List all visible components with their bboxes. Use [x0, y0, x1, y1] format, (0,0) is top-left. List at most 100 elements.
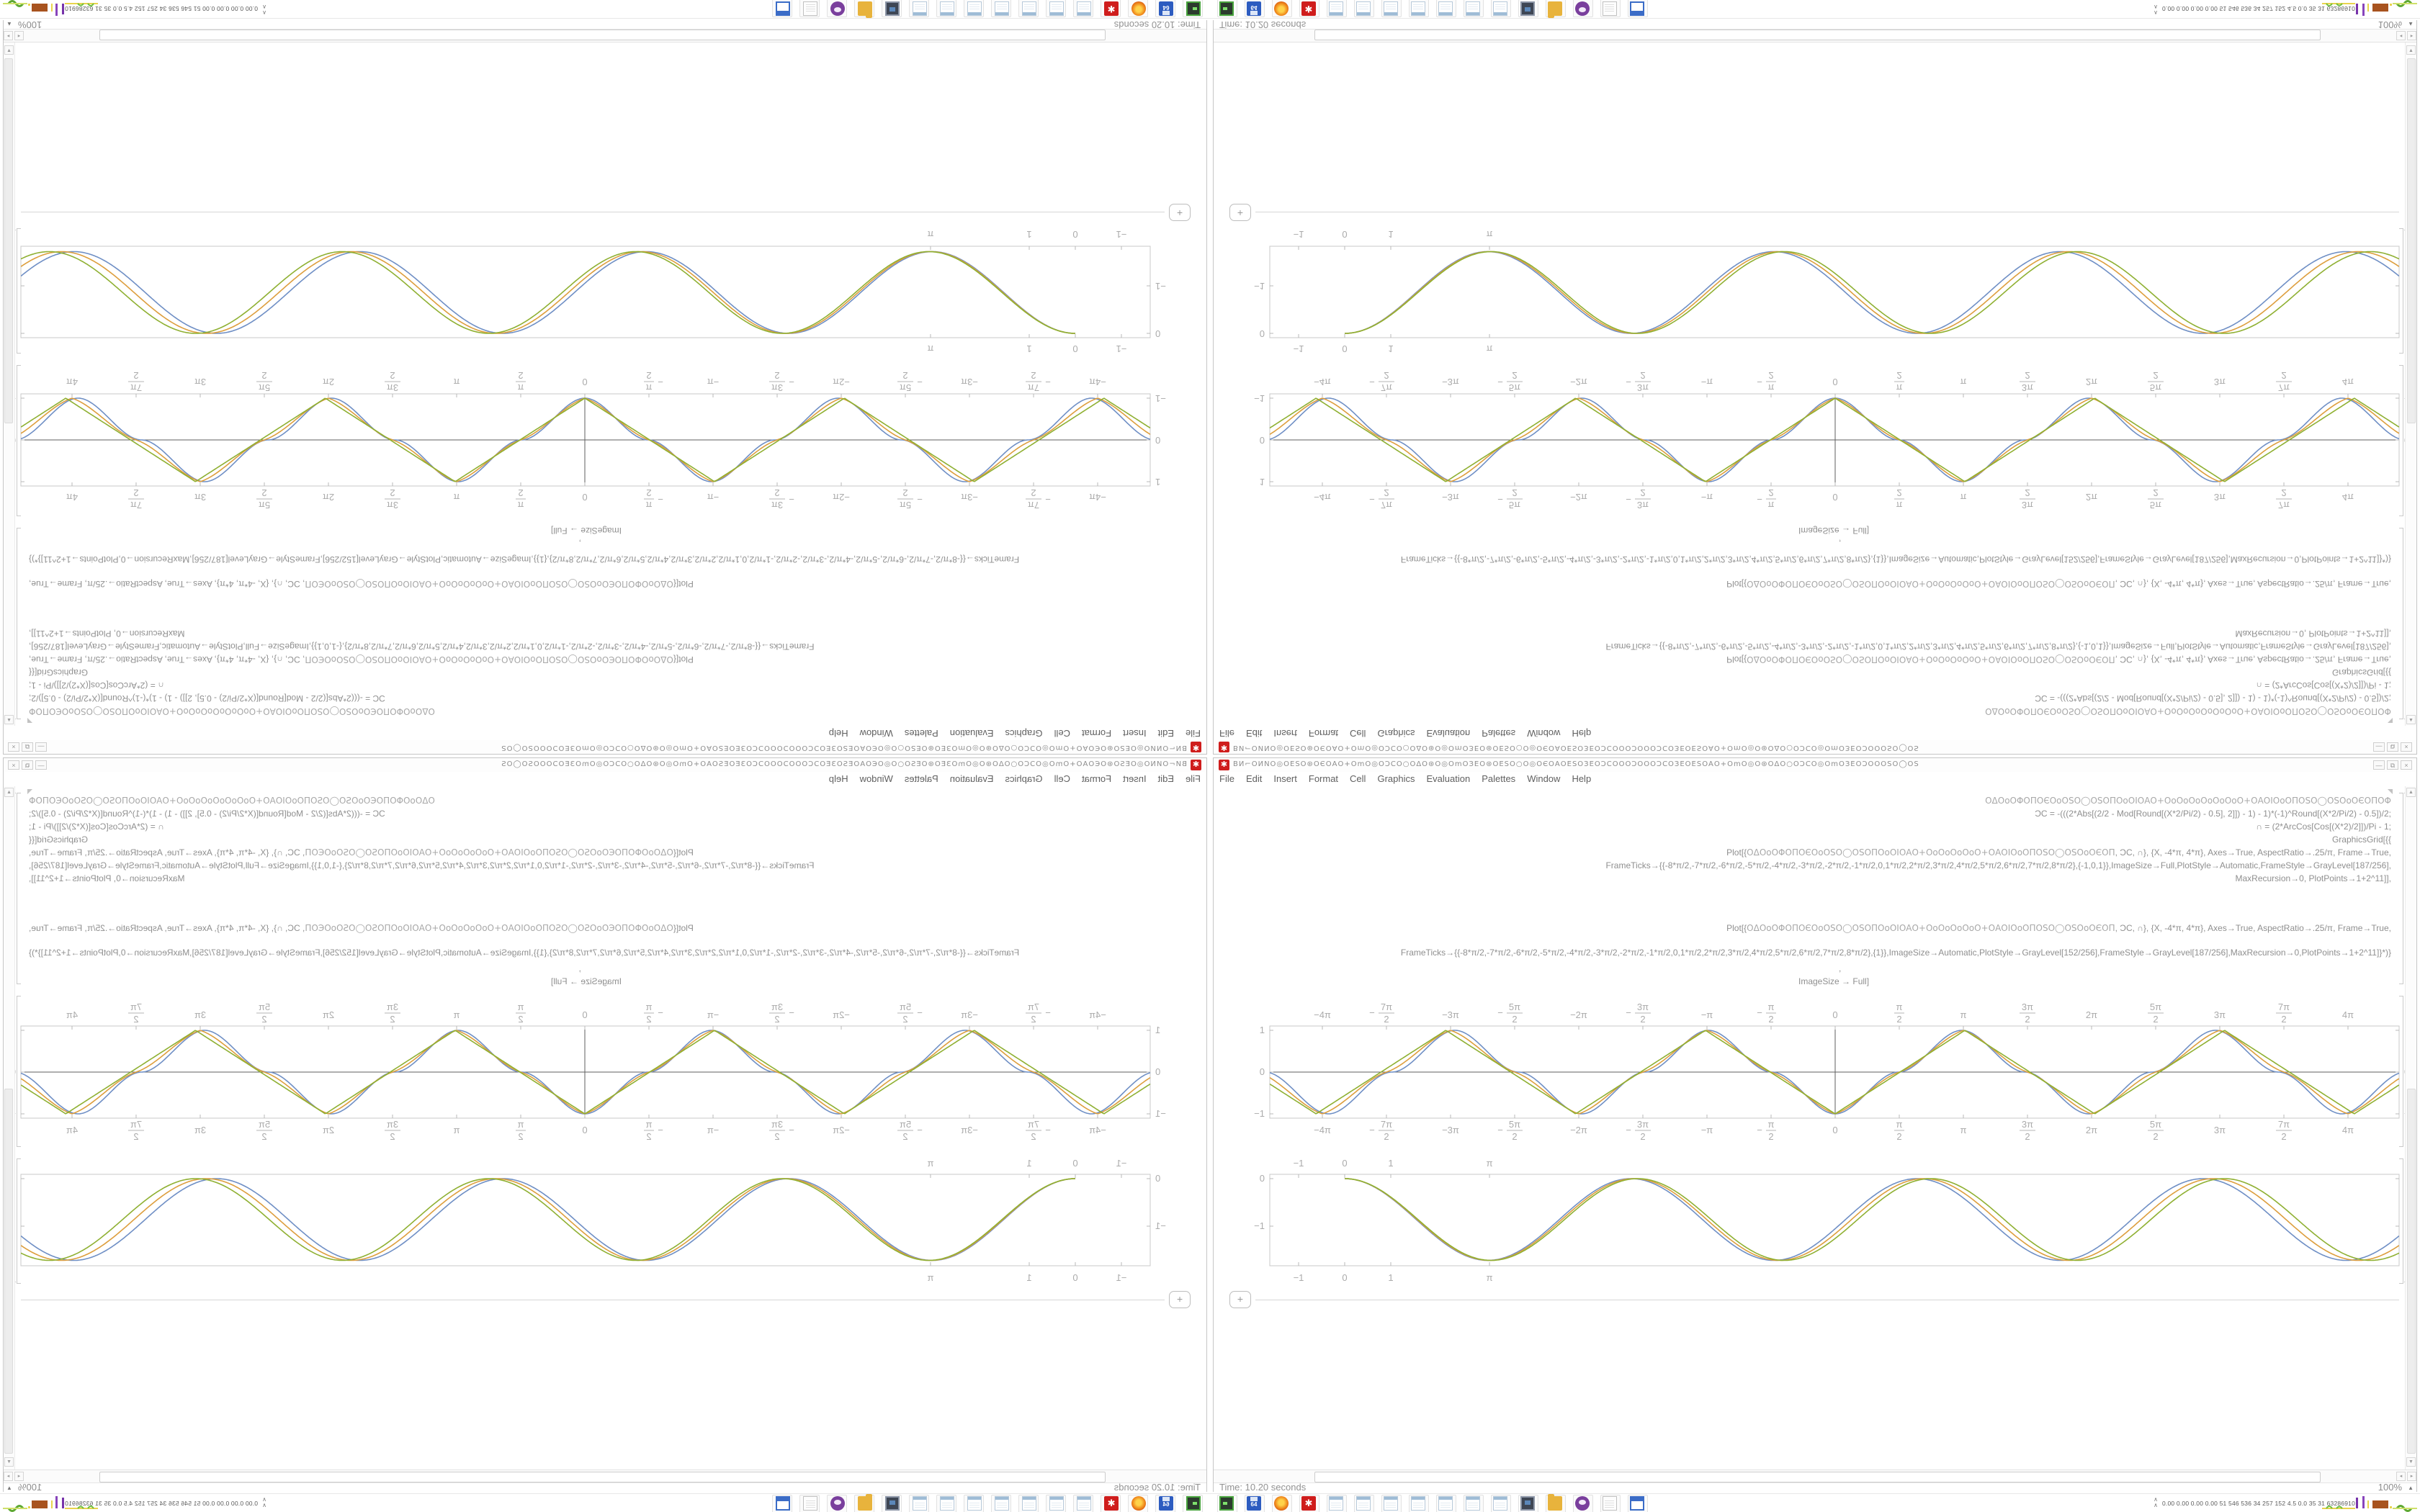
vertical-scrollbar[interactable]: ▲ ▼ — [4, 786, 15, 1470]
menu-window[interactable]: Window — [1527, 773, 1561, 784]
menu-palettes[interactable]: Palettes — [904, 728, 938, 739]
taskbar-slot[interactable] — [1183, 1495, 1203, 1512]
scroll-right-button[interactable]: ▸ — [4, 1472, 13, 1481]
cell-bracket[interactable] — [17, 793, 21, 984]
menu-cell[interactable]: Cell — [1350, 773, 1366, 784]
taskbar-slot[interactable]: 64 — [1245, 1495, 1265, 1512]
horizontal-scrollbar[interactable]: ◂ ▸ — [4, 30, 1206, 42]
menu-evaluation[interactable]: Evaluation — [949, 728, 994, 739]
horizontal-scroll-thumb[interactable] — [1314, 30, 2321, 40]
taskbar-slot[interactable] — [1128, 0, 1148, 17]
taskbar-slot[interactable] — [1073, 1495, 1093, 1512]
vertical-scroll-thumb[interactable] — [2407, 1089, 2416, 1454]
code-line[interactable]: FrameTicks→{{-8*π/2,-7*π/2,-6*π/2,-5*π/2… — [29, 554, 1020, 564]
taskbar-slot[interactable] — [1046, 1495, 1066, 1512]
taskbar-slot[interactable] — [799, 1495, 820, 1512]
taskbar-slot[interactable] — [1381, 1495, 1402, 1512]
taskbar-slot[interactable]: 64 — [1245, 0, 1265, 17]
title-bar[interactable]: ✱ ВИ⌐ОИNО◎ОЕЅО⊛ОЄОАО+ОⅿО◎ОϽСО○ОΔО⊛О◎ОⅿОЗЕ… — [4, 758, 1206, 773]
menu-graphics[interactable]: Graphics — [1377, 773, 1415, 784]
taskbar-slot[interactable] — [1327, 0, 1347, 17]
code-line[interactable]: Plot[{ΟΔΟοΟΦΟΠΟЄΟοΟЅΟ◯ΟЅΟΠΟοΟΙΟΑΟ+ΟοΟοΟο… — [29, 923, 694, 933]
taskbar-slot[interactable] — [1272, 0, 1292, 17]
vertical-scrollbar[interactable]: ▲ ▼ — [4, 42, 15, 726]
code-line[interactable]: GraphicsGrid[{{ — [29, 834, 89, 845]
code-line[interactable]: ImageSize → Full] — [1798, 976, 1870, 986]
menu-insert[interactable]: Insert — [1273, 728, 1297, 739]
code-line[interactable]: Plot[{ΟΔΟοΟΦΟΠΟЄΟοΟЅΟ◯ΟЅΟΠΟοΟΙΟΑΟ+ΟοΟοΟο… — [1726, 847, 2391, 858]
code-line[interactable]: ImageSize → Full] — [550, 976, 622, 986]
restore-button[interactable]: ⧉ — [22, 742, 33, 752]
cell-bracket[interactable] — [2399, 528, 2403, 719]
magnification-control[interactable]: 100% — [18, 19, 42, 30]
code-line[interactable]: FrameTicks→{{-8*π/2,-7*π/2,-6*π/2,-5*π/2… — [1400, 554, 2391, 564]
close-button[interactable]: × — [8, 742, 19, 752]
code-line[interactable]: FrameTicks→{{-8*π/2,-7*π/2,-6*π/2,-5*π/2… — [1400, 948, 2391, 958]
scroll-right-button[interactable]: ▸ — [2407, 31, 2416, 40]
cell-bracket[interactable] — [2399, 228, 2403, 354]
menu-evaluation[interactable]: Evaluation — [1426, 728, 1471, 739]
scroll-left-button[interactable]: ◂ — [2396, 1472, 2406, 1481]
menu-evaluation[interactable]: Evaluation — [949, 773, 994, 784]
menu-format[interactable]: Format — [1081, 728, 1112, 739]
code-line[interactable]: Plot[{ΟΔΟοΟΦΟΠΟЄΟοΟЅΟ◯ΟЅΟΠΟοΟΙΟΑΟ+ΟοΟοΟο… — [1726, 923, 2391, 933]
cell-bracket[interactable] — [17, 528, 21, 719]
menu-edit[interactable]: Edit — [1245, 773, 1263, 784]
minimize-button[interactable]: — — [2373, 760, 2385, 770]
menu-insert[interactable]: Insert — [1273, 773, 1297, 784]
scroll-left-button[interactable]: ◂ — [2396, 31, 2406, 40]
cell-bracket[interactable] — [2399, 996, 2403, 1147]
taskbar-slot[interactable] — [827, 0, 847, 17]
restore-button[interactable]: ⧉ — [22, 760, 33, 770]
code-line[interactable]: MaxRecursion→0, PlotPoints→1+2^11]], — [29, 873, 185, 883]
code-line[interactable]: ∩ = (2*ArcCos[Cos[(X*2)/2]])/Pi - 1; — [29, 680, 164, 690]
taskbar-slot[interactable] — [1409, 1495, 1429, 1512]
minimize-button[interactable]: — — [35, 760, 47, 770]
taskbar-slot[interactable] — [1464, 0, 1484, 17]
code-line[interactable]: FrameTicks→{{-8*π/2,-7*π/2,-6*π/2,-5*π/2… — [1605, 642, 2391, 652]
code-line[interactable]: ƆC = -(((2*Abs[(2/2 - Mod[Round[(X*2/Pi/… — [2035, 693, 2391, 703]
insert-cell-button[interactable]: + — [1169, 1291, 1191, 1308]
menu-edit[interactable]: Edit — [1157, 728, 1175, 739]
horizontal-scroll-thumb[interactable] — [1314, 1472, 2321, 1482]
code-line[interactable]: ImageSize → Full] — [1798, 526, 1870, 536]
title-bar[interactable]: ✱ ВИ⌐ОИNО◎ОЕЅО⊛ОЄОАО+ОⅿО◎ОϽСО○ОΔО⊛О◎ОⅿОЗЕ… — [1214, 758, 2416, 773]
taskbar-slot[interactable] — [909, 1495, 929, 1512]
code-line[interactable]: GraphicsGrid[{{ — [2331, 667, 2391, 678]
code-line[interactable]: Plot[{ΟΔΟοΟΦΟΠΟЄΟοΟЅΟ◯ΟЅΟΠΟοΟΙΟΑΟ+ΟοΟοΟο… — [1726, 579, 2391, 589]
taskbar-slot[interactable] — [827, 1495, 847, 1512]
code-line[interactable]: FrameTicks→{{-8*π/2,-7*π/2,-6*π/2,-5*π/2… — [29, 642, 815, 652]
taskbar-slot[interactable] — [1518, 1495, 1538, 1512]
close-button[interactable]: × — [2401, 742, 2412, 752]
code-line[interactable]: Plot[{ΟΔΟοΟΦΟΠΟЄΟοΟЅΟ◯ΟЅΟΠΟοΟΙΟΑΟ+ΟοΟοΟο… — [1726, 654, 2391, 665]
taskbar-slot[interactable] — [1272, 1495, 1292, 1512]
vertical-scrollbar[interactable]: ▲ ▼ — [2405, 42, 2416, 726]
taskbar-slot[interactable] — [1546, 0, 1566, 17]
scroll-left-button[interactable]: ◂ — [14, 31, 24, 40]
scroll-down-button[interactable]: ▼ — [2406, 1457, 2416, 1467]
minimize-button[interactable]: — — [35, 742, 47, 752]
menu-help[interactable]: Help — [1572, 728, 1592, 739]
scroll-up-button[interactable]: ▲ — [2406, 788, 2416, 797]
taskbar-slot[interactable] — [1128, 1495, 1148, 1512]
taskbar-slot[interactable] — [1491, 0, 1511, 17]
code-line[interactable]: FrameTicks→{{-8*π/2,-7*π/2,-6*π/2,-5*π/2… — [29, 860, 815, 870]
taskbar-slot[interactable]: 64 — [1155, 0, 1175, 17]
taskbar-slot[interactable] — [964, 1495, 984, 1512]
taskbar-slot[interactable] — [936, 1495, 956, 1512]
menu-window[interactable]: Window — [859, 728, 893, 739]
taskbar-slot[interactable] — [1217, 1495, 1237, 1512]
taskbar-slot[interactable] — [991, 1495, 1011, 1512]
horizontal-scroll-thumb[interactable] — [99, 30, 1106, 40]
taskbar-slot[interactable] — [1046, 0, 1066, 17]
scroll-right-button[interactable]: ▸ — [4, 31, 13, 40]
taskbar-slot[interactable] — [882, 0, 902, 17]
minimize-button[interactable]: — — [2373, 742, 2385, 752]
taskbar-slot[interactable]: 64 — [1155, 1495, 1175, 1512]
menu-edit[interactable]: Edit — [1157, 773, 1175, 784]
taskbar-slot[interactable]: ✱ — [1101, 1495, 1121, 1512]
menu-file[interactable]: File — [1219, 773, 1234, 784]
vertical-scroll-thumb[interactable] — [4, 58, 13, 423]
code-line[interactable]: ΟΔΟοΟΦΟΠΟЄΟοΟЅΟ◯ΟЅΟΠΟοΟΙΟΑΟ+ΟοΟοΟοΟοΟοΟο… — [29, 796, 435, 806]
title-bar[interactable]: ✱ ВИ⌐ОИNО◎ОЕЅО⊛ОЄОАО+ОⅿО◎ОϽСО○ОΔО⊛О◎ОⅿОЗЕ… — [1214, 739, 2416, 754]
